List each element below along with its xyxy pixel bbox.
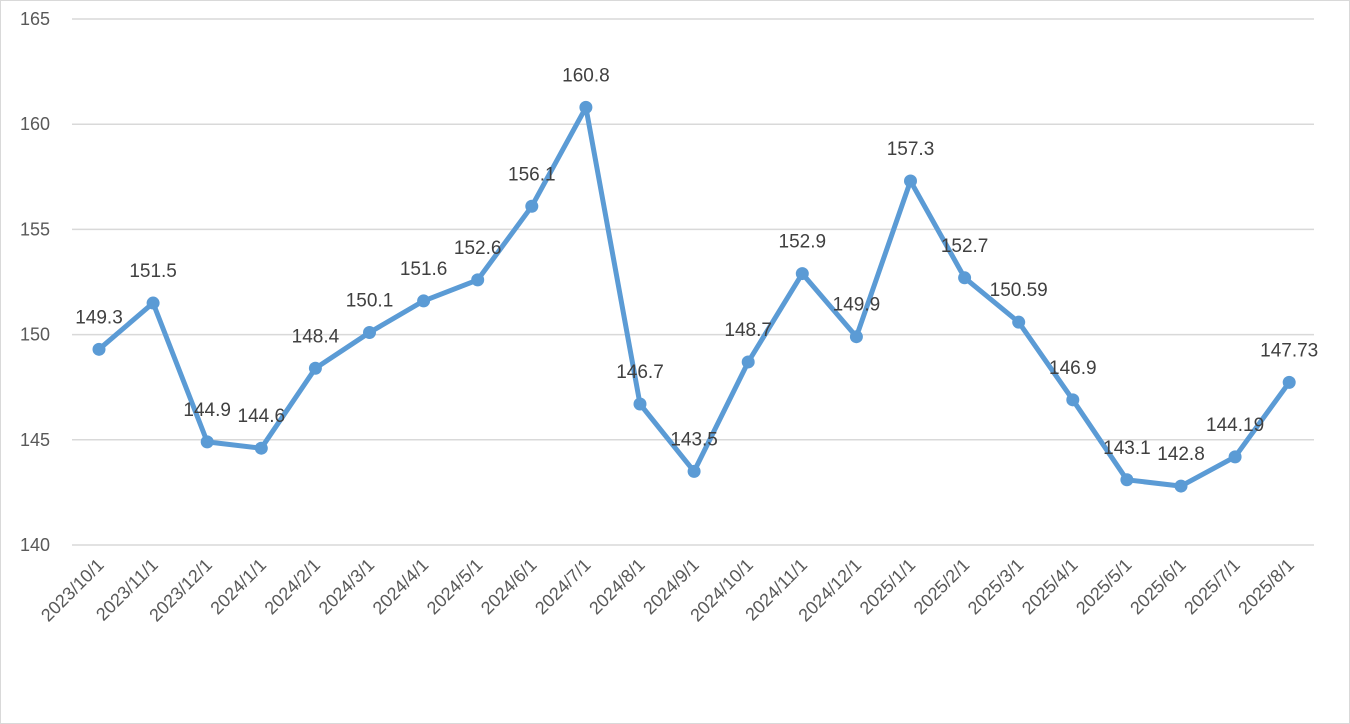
x-tick-label: 2024/8/1 [585, 555, 649, 619]
x-tick-label: 2024/5/1 [423, 555, 487, 619]
data-label: 157.3 [887, 139, 935, 160]
data-label: 144.9 [183, 400, 231, 421]
x-tick-label: 2024/6/1 [477, 555, 541, 619]
data-point [363, 325, 376, 339]
x-tick-label: 2024/7/1 [531, 555, 595, 619]
data-label: 152.6 [454, 238, 502, 259]
y-tick-label: 145 [20, 430, 50, 450]
data-point [1012, 315, 1026, 329]
data-label: 144.6 [238, 406, 286, 427]
x-tick-label: 2025/6/1 [1126, 555, 1190, 619]
data-label: 143.5 [670, 429, 718, 450]
x-tick-label: 2024/1/1 [206, 555, 270, 619]
data-label: 152.7 [941, 236, 989, 257]
data-label: 151.5 [129, 261, 177, 282]
data-point [1282, 375, 1296, 389]
x-tick-label: 2025/3/1 [964, 555, 1028, 619]
x-axis-ticks: 2023/10/12023/11/12023/12/12024/1/12024/… [37, 555, 1298, 626]
data-label: 148.4 [292, 326, 340, 347]
gridlines [72, 18, 1314, 546]
data-label: 151.6 [400, 259, 448, 280]
data-label: 147.73 [1260, 340, 1318, 361]
data-label: 144.19 [1206, 415, 1264, 436]
data-point [741, 355, 755, 369]
data-label: 148.7 [724, 320, 772, 341]
x-tick-label: 2025/2/1 [910, 555, 974, 619]
data-point [92, 342, 106, 356]
data-point [146, 296, 160, 310]
data-label: 150.59 [990, 280, 1048, 301]
x-tick-label: 2025/7/1 [1180, 555, 1244, 619]
data-point [254, 441, 268, 455]
data-point [633, 397, 647, 411]
data-point [471, 273, 485, 287]
data-label: 146.7 [616, 362, 664, 383]
data-point [200, 435, 214, 449]
data-labels: 149.3 151.5 144.9 144.6 148.4 150.1 151.6 152.6… [75, 65, 1318, 465]
data-point [687, 464, 701, 478]
x-tick-label: 2025/5/1 [1072, 555, 1136, 619]
data-point [308, 361, 322, 375]
data-point [579, 100, 593, 114]
data-label: 149.3 [75, 307, 123, 328]
data-label: 146.9 [1049, 358, 1097, 379]
y-axis-ticks: 140 145 150 155 160 165 [20, 9, 50, 555]
data-point [1174, 479, 1188, 493]
x-tick-label: 2025/4/1 [1018, 555, 1082, 619]
data-label: 152.9 [779, 232, 827, 253]
data-label: 150.1 [346, 290, 394, 311]
data-point [958, 271, 972, 285]
x-tick-label: 2025/1/1 [856, 555, 920, 619]
data-point [1228, 450, 1242, 464]
y-tick-label: 150 [20, 325, 50, 345]
data-label: 160.8 [562, 65, 610, 86]
x-tick-label: 2024/2/1 [261, 555, 325, 619]
data-point [525, 199, 539, 213]
y-tick-label: 165 [20, 9, 50, 29]
data-point [795, 267, 809, 281]
x-tick-label: 2024/4/1 [369, 555, 433, 619]
x-tick-label: 2024/3/1 [315, 555, 379, 619]
y-tick-label: 140 [20, 535, 50, 555]
data-points [92, 100, 1296, 493]
y-tick-label: 155 [20, 219, 50, 239]
data-point [849, 330, 863, 344]
data-point [1120, 473, 1134, 487]
y-tick-label: 160 [20, 114, 50, 134]
data-point [904, 174, 917, 188]
x-tick-label: 2025/8/1 [1234, 555, 1298, 619]
data-label: 149.9 [833, 295, 881, 316]
data-label: 143.1 [1103, 438, 1151, 459]
data-label: 142.8 [1157, 444, 1205, 465]
data-point [1066, 393, 1080, 407]
data-point [417, 294, 431, 308]
data-label: 156.1 [508, 164, 556, 185]
